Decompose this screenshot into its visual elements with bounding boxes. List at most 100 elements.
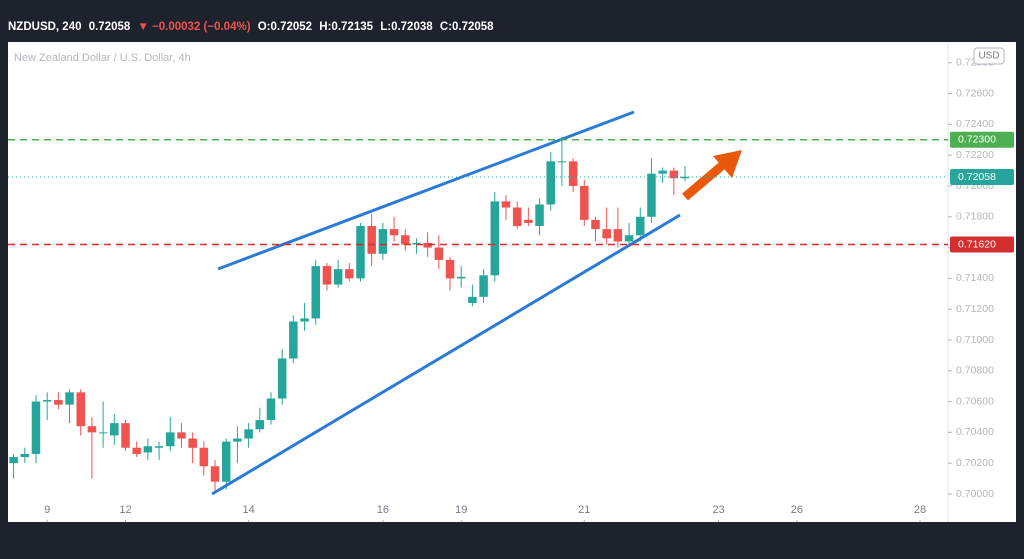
candle-body (289, 321, 298, 359)
y-tick-label: 0.72400 (956, 118, 994, 130)
candle-body (546, 161, 555, 205)
y-tick-label: 0.72600 (956, 87, 994, 99)
candle-body (613, 229, 623, 242)
plot: 0.70000 0.70200 0.70400 0.70600 0.70800 0.710… (9, 57, 994, 522)
candle-body (210, 466, 220, 482)
ohlc-close: C:0.72058 (440, 21, 494, 33)
price-tag-label: 0.71620 (958, 238, 996, 250)
candle-body (389, 229, 399, 236)
price-tag-label: 0.72058 (958, 171, 996, 183)
x-tick-label: 12 (119, 504, 131, 516)
candle-body (490, 201, 500, 276)
y-tick-label: 0.71400 (956, 272, 994, 284)
candle-body (624, 235, 634, 242)
candle-body (468, 296, 477, 304)
candle-body (188, 438, 197, 448)
price-tag (950, 236, 1014, 253)
candle-body (311, 266, 320, 319)
ohlc-open: O:0.72052 (258, 21, 312, 33)
candle-body (255, 420, 265, 430)
currency: USD (978, 51, 999, 62)
candle-body (356, 226, 365, 279)
lower-trendline (211, 213, 681, 496)
y-tick-label: 0.70200 (956, 457, 994, 469)
price: 0.72058 (89, 21, 131, 33)
candle-body (669, 170, 679, 179)
price-tag-label: 0.72300 (958, 134, 996, 146)
candle-body (244, 429, 253, 439)
candle-body (76, 392, 85, 427)
ohlc-high: H:0.72135 (319, 21, 373, 33)
y-tick-label: 0.70000 (956, 488, 994, 500)
candle-body (166, 432, 175, 447)
candle-body (636, 216, 645, 236)
header: NZDUSD, 240 0.72058 ▼ −0.00032 (−0.04%) … (8, 21, 494, 33)
candle-body (680, 176, 690, 179)
change: ▼ −0.00032 (−0.04%) (137, 21, 250, 33)
x-tick-label: 19 (455, 504, 467, 516)
symbol: NZDUSD, 240 (8, 21, 82, 33)
candle-body (602, 229, 611, 239)
candle-body (42, 400, 52, 402)
candle-body (277, 358, 287, 399)
candle-body (479, 275, 488, 297)
upper-trendline (217, 110, 635, 271)
candle-body (177, 432, 186, 439)
y-tick-label: 0.70800 (956, 365, 994, 377)
subtitle: New Zealand Dollar / U.S. Dollar, 4h (14, 52, 191, 64)
candle-body (412, 242, 421, 245)
currency-badge (973, 47, 1005, 65)
candle-body (31, 401, 41, 454)
x-tick-label: 28 (914, 504, 926, 516)
candle-body (54, 400, 63, 405)
candle-body (378, 229, 388, 254)
candle-body (333, 269, 343, 285)
candle-body (580, 185, 589, 220)
candle-body (423, 242, 432, 248)
candle-body (557, 161, 567, 163)
y-tick-label: 0.72200 (956, 149, 994, 161)
y-tick-label: 0.70400 (956, 426, 994, 438)
candle-body (434, 247, 444, 260)
candle-body (512, 207, 522, 227)
candle-body (591, 219, 600, 230)
x-tick-label: 14 (242, 504, 254, 516)
x-tick-label: 21 (578, 504, 590, 516)
price-tag (950, 169, 1014, 186)
candle-body (221, 441, 231, 482)
candle-body (322, 266, 332, 285)
y-tick-label: 0.70600 (956, 395, 994, 407)
chart-panel (8, 42, 1016, 522)
candle-body (300, 318, 309, 322)
candle-body (98, 432, 108, 434)
y-tick-label: 0.71800 (956, 211, 994, 223)
candle-body (233, 438, 242, 442)
candle-body (501, 201, 511, 208)
x-tick-label: 26 (791, 504, 803, 516)
candle-body (154, 446, 164, 448)
candle-body (524, 219, 533, 223)
candle-body (143, 446, 153, 453)
candle-body (535, 204, 544, 227)
candle-body (20, 453, 30, 458)
candle-body (345, 269, 354, 279)
candle-body (266, 398, 276, 421)
x-tick-label: 16 (377, 504, 389, 516)
candle-body (9, 457, 18, 464)
x-tick-label: 9 (44, 504, 50, 516)
y-tick-label: 0.71000 (956, 334, 994, 346)
candle-body (132, 447, 141, 454)
arrow-head (713, 150, 742, 178)
candle-body (658, 170, 667, 174)
candle-body (456, 276, 466, 279)
candle-body (445, 259, 455, 279)
candle-body (110, 423, 119, 436)
ohlc-low: L:0.72038 (380, 21, 433, 33)
x-tick-label: 23 (712, 504, 724, 516)
price-tag (950, 131, 1014, 148)
candle-body (401, 235, 410, 245)
candle-body (87, 426, 97, 433)
candle-body (199, 447, 209, 467)
